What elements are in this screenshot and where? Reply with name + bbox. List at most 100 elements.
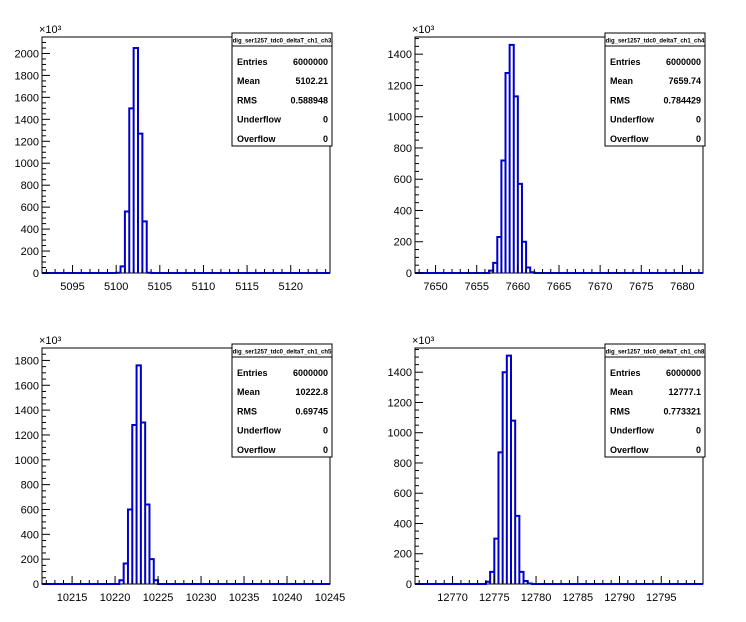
x-tick-label: 7655	[464, 281, 488, 293]
y-multiplier-label: ×10³	[412, 24, 435, 36]
x-tick-label: 10225	[143, 592, 174, 604]
y-tick-label: 800	[394, 458, 412, 470]
stats-label: RMS	[237, 406, 257, 416]
stats-value: 0	[696, 115, 701, 125]
stats-title: dig_ser1257_tdc0_deltaT_ch1_ch3	[233, 39, 332, 45]
stats-value: 10222.8	[295, 387, 328, 397]
stats-label: RMS	[610, 95, 630, 105]
y-tick-label: 1800	[15, 355, 39, 367]
y-tick-label: 1200	[388, 80, 412, 92]
y-tick-label: 1200	[15, 430, 39, 442]
stats-value: 0.773321	[663, 406, 701, 416]
y-tick-label: 1200	[15, 136, 39, 148]
x-tick-label: 5110	[192, 281, 216, 293]
stats-title: dig_ser1257_tdc0_deltaT_ch1_ch5	[233, 350, 332, 356]
y-tick-label: 400	[394, 205, 412, 217]
stats-value: 0.69745	[295, 406, 328, 416]
stats-value: 7659.74	[668, 76, 701, 86]
y-tick-label: 600	[394, 488, 412, 500]
y-tick-label: 800	[21, 180, 39, 192]
x-tick-label: 10240	[272, 592, 303, 604]
stats-box-frame	[604, 343, 706, 458]
stats-box-frame	[231, 32, 333, 147]
x-tick-label: 7680	[670, 281, 694, 293]
x-tick-label: 5115	[235, 281, 259, 293]
stats-label: Entries	[610, 57, 641, 67]
x-tick-label: 7670	[588, 281, 612, 293]
stats-value: 0	[323, 134, 328, 144]
stats-label: Mean	[610, 387, 633, 397]
x-tick-label: 7675	[629, 281, 653, 293]
stats-box: dig_ser1257_tdc0_deltaT_ch1_ch4 Entries 60…	[604, 32, 706, 147]
x-tick-label: 10230	[186, 592, 217, 604]
y-multiplier-label: ×10³	[39, 24, 62, 36]
histogram-panel-2: 7650 7655 7660 7665 7670 7675 7680 0 200 400 600 80…	[388, 24, 706, 293]
stats-value: 5102.21	[295, 76, 328, 86]
x-tick-label: 5095	[60, 281, 84, 293]
stats-box-frame	[604, 32, 706, 147]
histogram-line	[415, 354, 703, 585]
stats-label: RMS	[237, 95, 257, 105]
stats-label: Overflow	[610, 445, 650, 455]
stats-box-frame	[231, 343, 333, 458]
stats-label: Overflow	[610, 134, 650, 144]
x-tick-label: 5105	[148, 281, 172, 293]
stats-label: Entries	[237, 368, 268, 378]
y-tick-label: 1400	[388, 49, 412, 61]
y-tick-label: 600	[394, 174, 412, 186]
stats-value: 0	[323, 426, 328, 436]
x-tick-label: 7650	[423, 281, 447, 293]
x-tick-label: 12790	[604, 592, 635, 604]
y-tick-label: 1600	[15, 380, 39, 392]
stats-title: dig_ser1257_tdc0_deltaT_ch1_ch4	[606, 39, 705, 45]
x-tick-label: 12795	[646, 592, 677, 604]
x-tick-label: 12785	[562, 592, 593, 604]
stats-value: 0	[696, 426, 701, 436]
y-tick-label: 0	[33, 579, 39, 591]
y-tick-label: 800	[394, 143, 412, 155]
y-tick-label: 1000	[15, 455, 39, 467]
y-tick-label: 2000	[15, 48, 39, 60]
stats-label: RMS	[610, 406, 630, 416]
stats-title: dig_ser1257_tdc0_deltaT_ch1_ch8	[606, 350, 705, 356]
y-tick-label: 400	[394, 518, 412, 530]
stats-value: 12777.1	[668, 387, 701, 397]
stats-box: dig_ser1257_tdc0_deltaT_ch1_ch5 Entries 60…	[231, 343, 333, 458]
histogram-panel-1: 5095 5100 5105 5110 5115 5120 0 200 400 600 800 100…	[15, 24, 333, 293]
stats-label: Mean	[237, 76, 260, 86]
y-tick-label: 1400	[15, 114, 39, 126]
stats-label: Entries	[610, 368, 641, 378]
y-tick-label: 1800	[15, 70, 39, 82]
x-tick-label: 10245	[315, 592, 346, 604]
stats-value: 0.588948	[290, 95, 328, 105]
y-tick-label: 1000	[388, 112, 412, 124]
stats-label: Underflow	[237, 426, 282, 436]
y-tick-label: 1000	[388, 428, 412, 440]
x-tick-label: 10235	[229, 592, 260, 604]
stats-label: Underflow	[237, 115, 282, 125]
y-tick-label: 1000	[15, 158, 39, 170]
x-tick-label: 12770	[437, 592, 468, 604]
y-multiplier-label: ×10³	[39, 335, 62, 347]
y-tick-label: 600	[21, 202, 39, 214]
stats-label: Underflow	[610, 115, 655, 125]
stats-value: 0	[696, 134, 701, 144]
y-tick-label: 200	[21, 246, 39, 258]
y-tick-label: 800	[21, 480, 39, 492]
stats-value: 6000000	[293, 368, 328, 378]
stats-value: 0	[696, 445, 701, 455]
x-tick-label: 5120	[278, 281, 302, 293]
y-tick-label: 200	[394, 549, 412, 561]
histogram-panel-3: 10215 10220 10225 10230 10235 10240 10245 0 200 4…	[15, 335, 346, 604]
stats-value: 6000000	[666, 57, 701, 67]
stats-label: Entries	[237, 57, 268, 67]
y-tick-label: 200	[21, 554, 39, 566]
stats-value: 0.784429	[663, 95, 701, 105]
stats-box: dig_ser1257_tdc0_deltaT_ch1_ch8 Entries 60…	[604, 343, 706, 458]
y-tick-label: 1400	[388, 367, 412, 379]
histogram-line	[415, 43, 703, 274]
x-tick-label: 10220	[100, 592, 131, 604]
stats-box: dig_ser1257_tdc0_deltaT_ch1_ch3 Entries 60…	[231, 32, 333, 147]
stats-value: 6000000	[293, 57, 328, 67]
stats-value: 6000000	[666, 368, 701, 378]
